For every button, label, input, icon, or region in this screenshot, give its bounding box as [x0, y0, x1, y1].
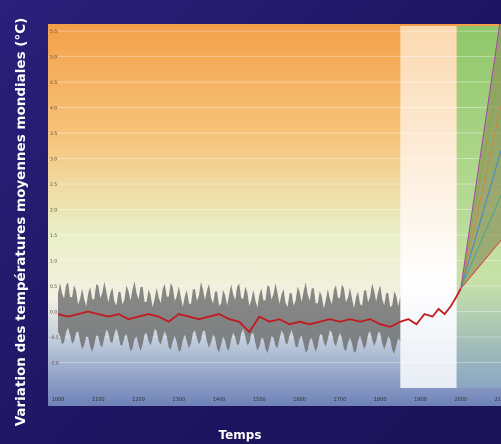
recent-period-region: [400, 26, 457, 388]
x-tick-label: 1800: [374, 397, 387, 403]
y-tick-label: 5.0: [50, 55, 57, 61]
x-tick-label: 1000: [52, 397, 65, 403]
x-tick-label: 2000: [454, 397, 467, 403]
series-lines: [57, 24, 501, 334]
projection-scenario-line: [460, 105, 501, 289]
x-tick-label: 2100: [495, 397, 501, 403]
y-tick-label: 3.0: [50, 157, 57, 163]
y-tick-labels: -1.0 -0.5 0.0 0.5 1.0 1.5 2.0 2.5 3.0 3.5 4.0 4.5 5.…: [50, 29, 59, 366]
x-tick-label: 1300: [172, 397, 185, 403]
y-tick-label: 2.0: [50, 208, 57, 214]
y-tick-label: 1.0: [50, 259, 57, 265]
y-tick-label: 4.0: [50, 106, 57, 112]
y-tick-label: 0.0: [50, 310, 57, 316]
y-tick-label: 1.5: [50, 233, 57, 239]
projection-scenario-line: [460, 195, 501, 289]
y-tick-label: -1.0: [50, 361, 59, 367]
y-tick-label: 5.5: [50, 29, 57, 35]
y-tick-label: 3.5: [50, 131, 57, 137]
x-tick-label: 1200: [132, 397, 145, 403]
y-tick-label: 4.5: [50, 80, 57, 86]
projection-scenario-line: [460, 24, 501, 289]
temperature-chart: -1.0 -0.5 0.0 0.5 1.0 1.5 2.0 2.5 3.0 3.5 4.0 4.5 5.…: [48, 24, 501, 406]
projection-scenario-line: [460, 60, 501, 289]
temperature-series-line: [57, 288, 462, 334]
x-tick-label: 1100: [92, 397, 105, 403]
x-tick-label: 1400: [213, 397, 226, 403]
x-tick-labels: 1000 1100 1200 1300 1400 1500 1600 1700 1800 1900…: [52, 397, 501, 403]
projection-scenario-line: [460, 150, 501, 289]
x-tick-label: 1600: [293, 397, 306, 403]
x-tick-label: 1500: [253, 397, 266, 403]
y-tick-label: -0.5: [50, 335, 59, 341]
reconstruction-uncertainty-band: [58, 281, 401, 354]
y-tick-label: 2.5: [50, 182, 57, 188]
projection-scenario-line: [460, 239, 501, 289]
x-tick-label: 1900: [414, 397, 427, 403]
y-tick-label: 0.5: [50, 284, 57, 290]
x-tick-label: 1700: [334, 397, 347, 403]
x-axis-label: Temps: [218, 428, 262, 442]
y-axis-label: Variation des températures moyennes mond…: [13, 17, 29, 427]
